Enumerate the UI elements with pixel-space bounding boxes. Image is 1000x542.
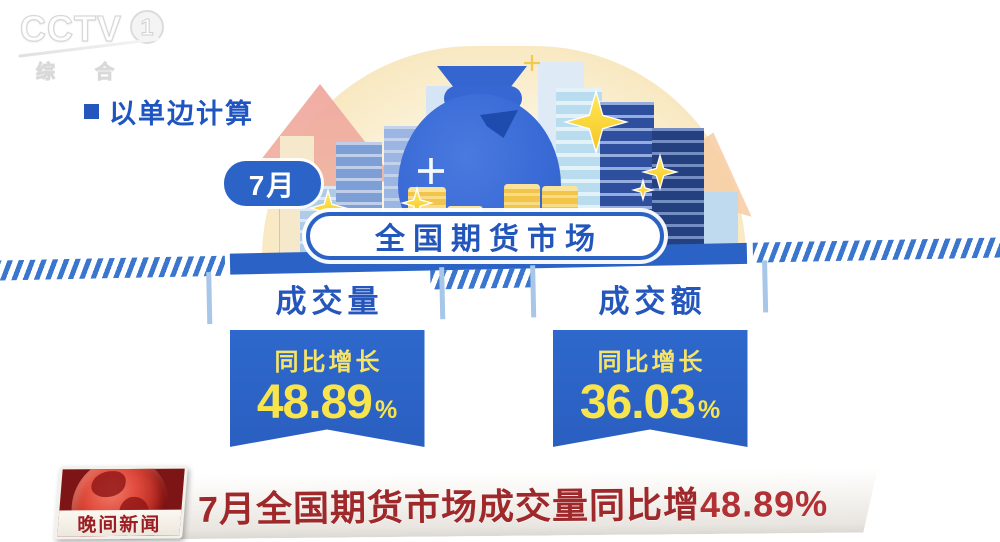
metric-number: 48.89 (256, 376, 373, 429)
metric-title: 成交额 (598, 284, 707, 319)
metric-caption: 同比增长 (274, 349, 383, 376)
program-name: 晚间新闻 (77, 514, 162, 536)
period-label: 7月 (248, 169, 297, 201)
square-bullet-icon (84, 104, 99, 119)
headline-text: 7月全国期货市场成交量同比增48.89% (198, 475, 829, 533)
money-bag-icon (437, 66, 527, 88)
cctv-channel-badge: 1 (130, 10, 164, 44)
calculation-note: 以单边计算 (84, 92, 254, 131)
cctv-channel-subtitle: 综合 (36, 62, 155, 84)
period-pill: 7月 (224, 161, 321, 206)
headline-bar: 7月全国期货市场成交量同比增48.89% (120, 468, 879, 539)
metric-value: 36.03% (553, 379, 748, 427)
metric-title: 成交量 (275, 284, 384, 319)
headline-value: 48.89% (699, 482, 829, 526)
metric-volume: 成交量 同比增长 48.89% (227, 276, 427, 447)
program-name-strip: 晚间新闻 (54, 509, 185, 537)
metric-turnover: 成交额 同比增长 36.03% (550, 276, 750, 447)
cctv-watermark: CCTV 1 综合 (18, 7, 164, 84)
metric-ribbon: 同比增长 48.89% (229, 330, 425, 447)
calculation-note-label: 以单边计算 (109, 99, 254, 129)
cctv-logo-text: CCTV (19, 7, 122, 49)
metric-caption: 同比增长 (597, 349, 706, 376)
headline-prefix: 7月全国期货市场成交量同比增 (197, 484, 701, 530)
metric-number: 36.03 (579, 376, 696, 429)
cctv-logo: CCTV 1 (19, 7, 164, 50)
metric-ribbon: 同比增长 36.03% (552, 330, 748, 447)
program-badge: 晚间新闻 (54, 465, 188, 540)
metric-unit: % (374, 396, 398, 424)
metric-unit: % (697, 396, 721, 424)
metric-value: 48.89% (230, 379, 425, 427)
